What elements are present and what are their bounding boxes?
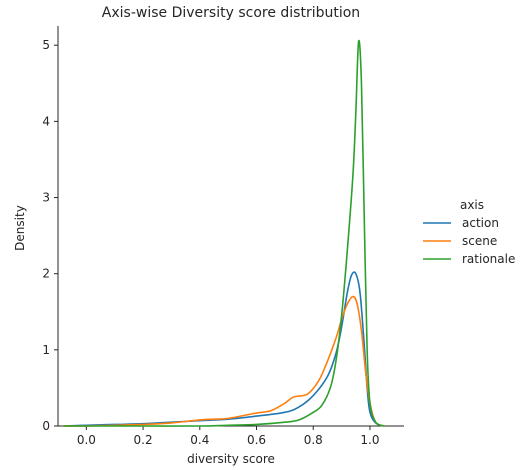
x-tick-label: 1.0 bbox=[360, 433, 379, 447]
x-tick-label: 0.4 bbox=[190, 433, 209, 447]
x-ticks: 0.0 0.2 0.4 0.6 0.8 1.0 bbox=[77, 426, 380, 447]
y-tick-label: 2 bbox=[42, 267, 50, 281]
y-tick-label: 3 bbox=[42, 191, 50, 205]
legend-items: action scene rationale bbox=[423, 216, 515, 266]
legend-label-rationale: rationale bbox=[462, 252, 515, 266]
legend-label-action: action bbox=[462, 216, 499, 230]
y-tick-label: 4 bbox=[42, 114, 50, 128]
x-axis-label: diversity score bbox=[187, 452, 275, 466]
y-tick-label: 0 bbox=[42, 419, 50, 433]
legend-title: axis bbox=[460, 198, 484, 212]
x-tick-label: 0.2 bbox=[134, 433, 153, 447]
series-line-scene bbox=[62, 295, 385, 427]
x-tick-label: 0.6 bbox=[247, 433, 266, 447]
y-tick-label: 1 bbox=[42, 343, 50, 357]
x-tick-label: 0.8 bbox=[304, 433, 323, 447]
series-line-action bbox=[62, 271, 385, 427]
y-ticks: 0 1 2 3 4 5 bbox=[42, 38, 58, 433]
plot-area: 0.0 0.2 0.4 0.6 0.8 1.0 0 1 2 3 4 5 bbox=[42, 26, 404, 447]
series-lines bbox=[62, 39, 385, 427]
legend-label-scene: scene bbox=[462, 234, 497, 248]
x-tick-label: 0.0 bbox=[77, 433, 96, 447]
y-axis-label: Density bbox=[13, 205, 27, 251]
legend: axis action scene rationale bbox=[423, 198, 515, 266]
y-tick-label: 5 bbox=[42, 38, 50, 52]
series-line-rationale bbox=[62, 39, 385, 427]
chart-title: Axis-wise Diversity score distribution bbox=[102, 5, 360, 21]
